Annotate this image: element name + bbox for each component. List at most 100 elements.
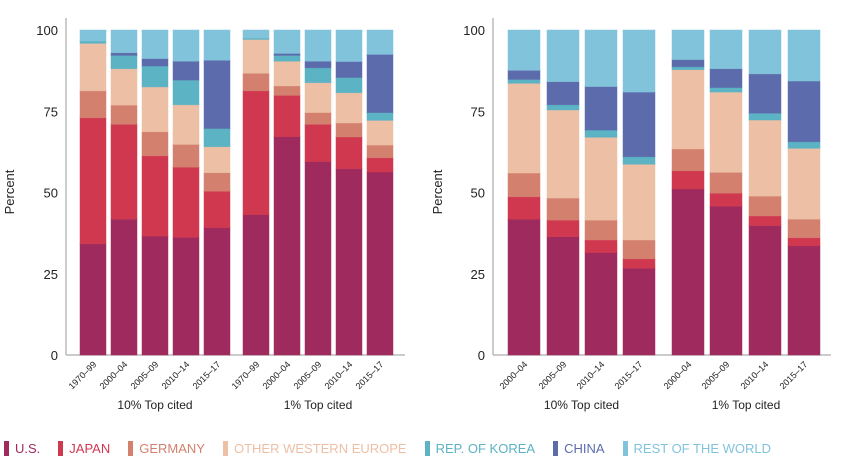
legend-item: REST OF THE WORLD (623, 440, 771, 456)
bar-segment-germany (585, 220, 617, 240)
x-tick-label: 2015–17 (778, 359, 810, 391)
bar-segment-other-western-europe (749, 120, 781, 196)
bar-segment-other-western-europe (367, 120, 393, 145)
x-tick-label: 2005–09 (129, 359, 161, 391)
bar-segment-rest-of-the-world (508, 30, 540, 70)
legend-swatch (623, 441, 628, 456)
y-tick-label: 0 (478, 348, 485, 363)
y-tick-label: 75 (44, 104, 58, 119)
bar-segment-japan (508, 197, 540, 219)
bar-segment-china (336, 62, 362, 78)
bar-segment-other-western-europe (80, 43, 106, 90)
x-tick-label: 2015–17 (613, 359, 645, 391)
bar-segment-u-s (336, 169, 362, 355)
x-tick-label: 2005–09 (292, 359, 324, 391)
legend-swatch (128, 441, 133, 456)
legend-swatch (4, 441, 9, 456)
bar-segment-rep-of-korea (274, 55, 300, 61)
bar-segment-u-s (204, 228, 230, 355)
x-tick-label: 2000–04 (662, 359, 694, 391)
group-label: 10% Top cited (544, 398, 619, 412)
bar-segment-rep-of-korea (749, 113, 781, 120)
x-tick-label: 1970–99 (67, 359, 99, 391)
bar-segment-germany (672, 149, 704, 171)
bar-segment-germany (508, 173, 540, 197)
bar-segment-rep-of-korea (111, 55, 137, 68)
bar-segment-u-s (749, 226, 781, 355)
y-tick-label: 0 (51, 348, 58, 363)
bar-segment-other-western-europe (142, 87, 168, 132)
legend-item: REP. OF KOREA (425, 440, 535, 456)
bar-segment-other-western-europe (623, 164, 655, 240)
bar-segment-china (585, 87, 617, 131)
bar-segment-japan (243, 91, 269, 215)
bar-segment-rest-of-the-world (204, 30, 230, 60)
bar-segment-u-s (710, 206, 742, 355)
bar-segment-china (204, 60, 230, 128)
bar-segment-rest-of-the-world (80, 30, 106, 41)
legend-item: OTHER WESTERN EUROPE (223, 440, 407, 456)
bar-segment-other-western-europe (547, 110, 579, 198)
bar-segment-rep-of-korea (672, 67, 704, 70)
x-tick-label: 2000–04 (261, 359, 293, 391)
bar-segment-other-western-europe (173, 105, 199, 145)
bar-segment-japan (788, 238, 820, 246)
y-axis-label: Percent (430, 169, 445, 214)
y-tick-label: 100 (36, 23, 58, 38)
bar-segment-u-s (367, 172, 393, 355)
bar-segment-rep-of-korea (173, 80, 199, 105)
bar-segment-rest-of-the-world (173, 30, 199, 61)
bar-segment-germany (749, 196, 781, 216)
legend-label: REST OF THE WORLD (634, 441, 771, 456)
y-tick-label: 25 (44, 267, 58, 282)
bar-segment-germany (336, 123, 362, 137)
bar-segment-germany (173, 144, 199, 167)
bar-segment-china (788, 81, 820, 142)
bar-segment-germany (204, 173, 230, 192)
bar-segment-other-western-europe (111, 69, 137, 105)
x-tick-label: 2010–14 (739, 359, 771, 391)
bar-segment-china (547, 82, 579, 105)
bar-segment-u-s (788, 246, 820, 355)
bar-segment-china (710, 69, 742, 88)
bar-segment-other-western-europe (204, 147, 230, 173)
bar-segment-japan (585, 240, 617, 253)
bar-segment-rest-of-the-world (710, 30, 742, 69)
bar-segment-rest-of-the-world (585, 30, 617, 87)
bar-segment-germany (142, 132, 168, 156)
x-tick-label: 2005–09 (537, 359, 569, 391)
legend-swatch (425, 441, 430, 456)
bar-segment-rep-of-korea (623, 157, 655, 164)
bar-segment-rest-of-the-world (547, 30, 579, 82)
bar-segment-germany (111, 105, 137, 124)
legend-label: U.S. (15, 441, 40, 456)
legend-label: JAPAN (69, 441, 110, 456)
bar-segment-japan (111, 124, 137, 219)
bar-segment-rep-of-korea (710, 88, 742, 93)
bar-segment-rep-of-korea (508, 79, 540, 83)
bar-segment-rest-of-the-world (111, 30, 137, 53)
bar-segment-u-s (547, 237, 579, 355)
bar-segment-u-s (243, 215, 269, 355)
bar-segment-japan (336, 137, 362, 169)
bar-segment-other-western-europe (274, 61, 300, 86)
bar-segment-rest-of-the-world (142, 30, 168, 59)
bar-segment-u-s (142, 236, 168, 355)
bar-segment-rest-of-the-world (305, 30, 331, 61)
bar-segment-rep-of-korea (585, 130, 617, 137)
bar-segment-rest-of-the-world (336, 30, 362, 62)
bar-segment-china (508, 70, 540, 79)
x-tick-label: 2015–17 (191, 359, 223, 391)
bar-segment-other-western-europe (508, 83, 540, 173)
group-label: 10% Top cited (117, 398, 192, 412)
bar-segment-rep-of-korea (204, 128, 230, 146)
legend-swatch (553, 441, 558, 456)
bar-segment-germany (623, 240, 655, 259)
bar-segment-china (749, 74, 781, 113)
bar-segment-rep-of-korea (788, 142, 820, 149)
bar-segment-china (623, 92, 655, 157)
bar-segment-other-western-europe (788, 148, 820, 219)
bar-segment-rest-of-the-world (274, 30, 300, 53)
x-tick-label: 2000–04 (98, 359, 130, 391)
